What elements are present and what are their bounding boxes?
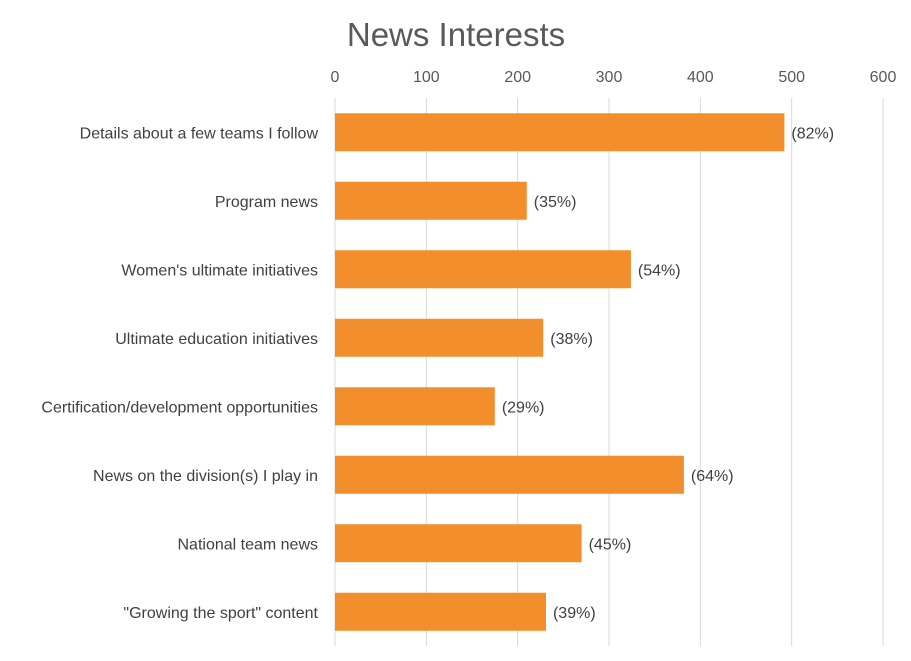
category-label: Program news (215, 194, 318, 211)
x-tick-label: 300 (596, 69, 623, 86)
data-label: (35%) (534, 194, 577, 211)
category-label: National team news (177, 536, 318, 553)
category-label: News on the division(s) I play in (93, 468, 318, 485)
data-label: (82%) (791, 125, 834, 142)
category-label: "Growing the sport" content (123, 605, 318, 622)
bar (335, 181, 527, 220)
gridlines (334, 98, 884, 646)
x-axis-ticks: 0 100 200 300 400 500 600 (331, 69, 897, 86)
category-labels: Details about a few teams I follow Progra… (41, 125, 318, 622)
x-tick-label: 600 (870, 69, 897, 86)
x-tick-label: 100 (413, 69, 440, 86)
data-label: (64%) (691, 468, 734, 485)
data-label: (45%) (589, 536, 632, 553)
bar (335, 250, 631, 289)
bar (335, 592, 546, 631)
x-tick-label: 400 (687, 69, 714, 86)
data-label: (29%) (502, 399, 545, 416)
bar (335, 318, 544, 357)
x-tick-label: 500 (778, 69, 805, 86)
data-labels: (82%) (35%) (54%) (38%) (29%) (64%) (45%) (39%) (502, 125, 834, 622)
bar (335, 455, 684, 494)
data-label: (54%) (638, 262, 681, 279)
bar (335, 387, 495, 426)
chart-title: News Interests (347, 16, 565, 53)
category-label: Certification/development opportunities (41, 399, 318, 416)
data-label: (39%) (553, 605, 596, 622)
category-label: Women's ultimate initiatives (121, 262, 318, 279)
bar (335, 113, 785, 152)
data-label: (38%) (550, 331, 593, 348)
x-tick-label: 0 (331, 69, 340, 86)
x-tick-label: 200 (504, 69, 531, 86)
bar (335, 524, 582, 563)
category-label: Details about a few teams I follow (80, 125, 319, 142)
bars (335, 113, 785, 631)
category-label: Ultimate education initiatives (115, 331, 318, 348)
